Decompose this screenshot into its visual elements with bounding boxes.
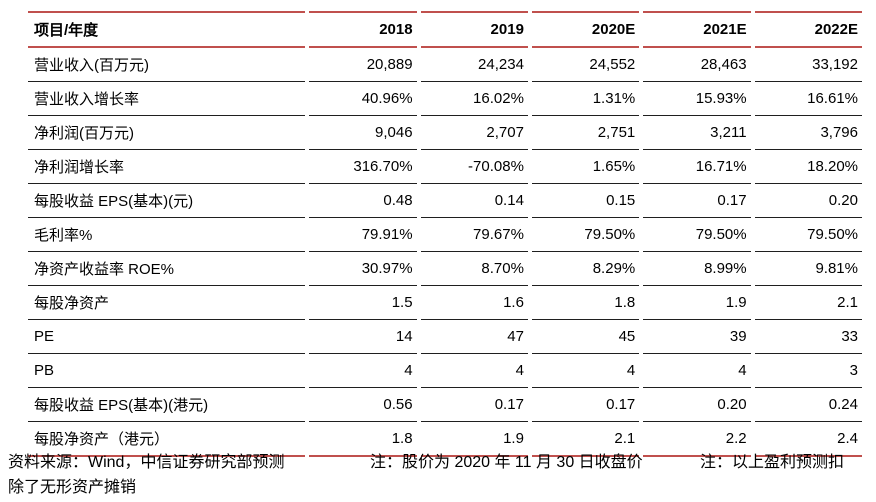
metric-label: 净资产收益率 ROE% <box>28 252 306 286</box>
table-row-roe: 净资产收益率 ROE% 30.97% 8.70% 8.29% 8.99% 9.8… <box>28 252 862 286</box>
metric-value: 14 <box>309 320 417 354</box>
header-cell-2020e: 2020E <box>531 11 640 48</box>
metric-value: 0.15 <box>531 184 640 218</box>
metric-value: 47 <box>420 320 528 354</box>
metric-value: 18.20% <box>754 150 862 184</box>
metric-label: PB <box>28 354 306 388</box>
header-cell-2022e: 2022E <box>754 11 862 48</box>
source-note: 资料来源：Wind，中信证券研究部预测 <box>8 454 285 471</box>
metric-value: 0.20 <box>754 184 862 218</box>
header-cell-2021e: 2021E <box>643 11 751 48</box>
metric-value: 39 <box>643 320 751 354</box>
metric-value: 2,707 <box>420 116 528 150</box>
metric-value: 1.8 <box>309 422 417 457</box>
table-row-eps-cny: 每股收益 EPS(基本)(元) 0.48 0.14 0.15 0.17 0.20 <box>28 184 862 218</box>
price-note: 注：股价为 2020 年 11 月 30 日收盘价 <box>370 454 643 471</box>
table-row-gross-margin: 毛利率% 79.91% 79.67% 79.50% 79.50% 79.50% <box>28 218 862 252</box>
financial-forecast-table: 项目/年度 2018 2019 2020E 2021E 2022E 营业收入(百… <box>24 11 866 457</box>
metric-value: 0.20 <box>643 388 751 422</box>
metric-value: 2.1 <box>531 422 640 457</box>
metric-value: 0.17 <box>420 388 528 422</box>
metric-value: 24,552 <box>531 48 640 82</box>
metric-value: 2.2 <box>643 422 751 457</box>
metric-value: 79.50% <box>531 218 640 252</box>
table-row-net-profit: 净利润(百万元) 9,046 2,707 2,751 3,211 3,796 <box>28 116 862 150</box>
metric-value: 28,463 <box>643 48 751 82</box>
metric-value: 1.6 <box>420 286 528 320</box>
metric-value: 40.96% <box>309 82 417 116</box>
metric-value: 0.17 <box>643 184 751 218</box>
metric-label: 营业收入增长率 <box>28 82 306 116</box>
metric-value: 8.70% <box>420 252 528 286</box>
metric-value: 1.9 <box>420 422 528 457</box>
metric-value: 0.56 <box>309 388 417 422</box>
metric-value: 9,046 <box>309 116 417 150</box>
metric-value: 33,192 <box>754 48 862 82</box>
metric-value: 2.4 <box>754 422 862 457</box>
header-cell-2019: 2019 <box>420 11 528 48</box>
metric-value: 1.65% <box>531 150 640 184</box>
table-row-pe: PE 14 47 45 39 33 <box>28 320 862 354</box>
metric-value: 30.97% <box>309 252 417 286</box>
metric-value: 316.70% <box>309 150 417 184</box>
forecast-note-continuation: 除了无形资产摊销 <box>8 479 137 496</box>
metric-value: 0.14 <box>420 184 528 218</box>
metric-value: 2.1 <box>754 286 862 320</box>
metric-value: 15.93% <box>643 82 751 116</box>
metric-value: 0.24 <box>754 388 862 422</box>
metric-value: 8.29% <box>531 252 640 286</box>
metric-value: 79.91% <box>309 218 417 252</box>
metric-value: 4 <box>420 354 528 388</box>
metric-value: 4 <box>309 354 417 388</box>
metric-value: 33 <box>754 320 862 354</box>
metric-value: 45 <box>531 320 640 354</box>
metric-value: 16.61% <box>754 82 862 116</box>
metric-value: 0.17 <box>531 388 640 422</box>
metric-label: 净利润增长率 <box>28 150 306 184</box>
table-row-eps-hkd: 每股收益 EPS(基本)(港元) 0.56 0.17 0.17 0.20 0.2… <box>28 388 862 422</box>
metric-label: 每股净资产 <box>28 286 306 320</box>
metric-value: 8.99% <box>643 252 751 286</box>
metric-label: 每股收益 EPS(基本)(港元) <box>28 388 306 422</box>
metric-value: 79.50% <box>643 218 751 252</box>
forecast-table-area: 项目/年度 2018 2019 2020E 2021E 2022E 营业收入(百… <box>24 11 870 457</box>
footer-line-1: 资料来源：Wind，中信证券研究部预测 注：股价为 2020 年 11 月 30… <box>0 451 876 476</box>
table-header-row: 项目/年度 2018 2019 2020E 2021E 2022E <box>28 11 862 48</box>
metric-value: 16.71% <box>643 150 751 184</box>
metric-label: 净利润(百万元) <box>28 116 306 150</box>
header-cell-2018: 2018 <box>309 11 417 48</box>
table-row-revenue-growth: 营业收入增长率 40.96% 16.02% 1.31% 15.93% 16.61… <box>28 82 862 116</box>
table-row-revenue: 营业收入(百万元) 20,889 24,234 24,552 28,463 33… <box>28 48 862 82</box>
table-row-pb: PB 4 4 4 4 3 <box>28 354 862 388</box>
metric-value: 1.31% <box>531 82 640 116</box>
metric-label: 营业收入(百万元) <box>28 48 306 82</box>
metric-value: 1.9 <box>643 286 751 320</box>
metric-value: 79.50% <box>754 218 862 252</box>
metric-value: 0.48 <box>309 184 417 218</box>
metric-value: 16.02% <box>420 82 528 116</box>
metric-label: PE <box>28 320 306 354</box>
metric-label: 毛利率% <box>28 218 306 252</box>
metric-value: 2,751 <box>531 116 640 150</box>
header-cell-item-year: 项目/年度 <box>28 11 306 48</box>
table-row-bvps: 每股净资产 1.5 1.6 1.8 1.9 2.1 <box>28 286 862 320</box>
metric-value: 79.67% <box>420 218 528 252</box>
metric-value: 20,889 <box>309 48 417 82</box>
metric-value: 4 <box>643 354 751 388</box>
table-row-bvps-hkd: 每股净资产（港元） 1.8 1.9 2.1 2.2 2.4 <box>28 422 862 457</box>
metric-value: 1.5 <box>309 286 417 320</box>
forecast-note: 注：以上盈利预测扣 <box>700 454 845 471</box>
metric-value: 3 <box>754 354 862 388</box>
table-row-net-profit-growth: 净利润增长率 316.70% -70.08% 1.65% 16.71% 18.2… <box>28 150 862 184</box>
metric-value: 3,796 <box>754 116 862 150</box>
metric-value: 24,234 <box>420 48 528 82</box>
metric-value: 1.8 <box>531 286 640 320</box>
metric-value: 4 <box>531 354 640 388</box>
metric-label: 每股净资产（港元） <box>28 422 306 457</box>
table-footer-notes: 资料来源：Wind，中信证券研究部预测 注：股价为 2020 年 11 月 30… <box>0 451 876 500</box>
metric-label: 每股收益 EPS(基本)(元) <box>28 184 306 218</box>
metric-value: -70.08% <box>420 150 528 184</box>
metric-value: 9.81% <box>754 252 862 286</box>
metric-value: 3,211 <box>643 116 751 150</box>
